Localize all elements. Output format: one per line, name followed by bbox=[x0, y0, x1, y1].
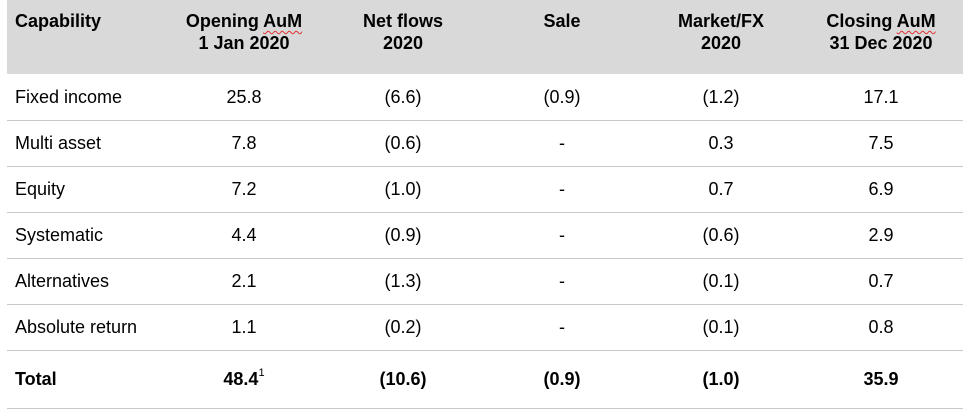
table-row: Equity 7.2 (1.0) - 0.7 6.9 bbox=[7, 167, 963, 213]
cell-net-flows: (1.3) bbox=[384, 271, 422, 291]
total-opening: 48.41 bbox=[223, 367, 265, 389]
header-net-flows: Net flows 2020 bbox=[362, 11, 443, 53]
cell-closing: 0.8 bbox=[868, 317, 894, 337]
cell-opening: 4.4 bbox=[231, 225, 257, 245]
total-sale: (0.9) bbox=[543, 369, 581, 389]
cell-sale: - bbox=[559, 179, 565, 199]
footnote-marker: 1 bbox=[258, 367, 265, 379]
cell-capability: Multi asset bbox=[15, 133, 102, 153]
header-sale: Sale bbox=[543, 11, 581, 31]
cell-capability: Fixed income bbox=[15, 86, 123, 107]
cell-sale: (0.9) bbox=[543, 86, 581, 107]
cell-closing: 17.1 bbox=[863, 86, 899, 107]
cell-net-flows: (0.9) bbox=[384, 225, 422, 245]
cell-opening: 7.2 bbox=[231, 179, 257, 199]
total-row: Total 48.41 (10.6) (0.9) (1.0) 35.9 bbox=[7, 351, 963, 409]
header-capability: Capability bbox=[15, 11, 102, 31]
total-market-fx: (1.0) bbox=[702, 369, 740, 389]
table-row: Systematic 4.4 (0.9) - (0.6) 2.9 bbox=[7, 213, 963, 259]
table-row: Absolute return 1.1 (0.2) - (0.1) 0.8 bbox=[7, 305, 963, 351]
table-row: Alternatives 2.1 (1.3) - (0.1) 0.7 bbox=[7, 259, 963, 305]
header-closing-aum: Closing AuM 31 Dec 2020 bbox=[826, 11, 936, 53]
cell-opening: 7.8 bbox=[231, 133, 257, 153]
cell-opening: 2.1 bbox=[231, 271, 257, 291]
cell-net-flows: (6.6) bbox=[384, 86, 422, 107]
total-closing: 35.9 bbox=[863, 369, 899, 389]
cell-market-fx: 0.3 bbox=[708, 133, 734, 153]
cell-net-flows: (0.6) bbox=[384, 133, 422, 153]
header-market-fx: Market/FX 2020 bbox=[677, 11, 765, 53]
cell-market-fx: 0.7 bbox=[708, 179, 734, 199]
cell-sale: - bbox=[559, 225, 565, 245]
total-net-flows: (10.6) bbox=[379, 369, 427, 389]
table-header-row: Capability Opening AuM 1 Jan 2020 Net fl… bbox=[7, 0, 963, 74]
cell-closing: 6.9 bbox=[868, 179, 894, 199]
cell-sale: - bbox=[559, 317, 565, 337]
cell-sale: - bbox=[559, 133, 565, 153]
cell-closing: 7.5 bbox=[868, 133, 894, 153]
cell-market-fx: (0.6) bbox=[702, 225, 740, 245]
cell-closing: 0.7 bbox=[868, 271, 894, 291]
aum-table: Capability Opening AuM 1 Jan 2020 Net fl… bbox=[7, 0, 963, 409]
table-row: Fixed income 25.8 (6.6) (0.9) (1.2) 17.1 bbox=[7, 74, 963, 121]
cell-net-flows: (1.0) bbox=[384, 179, 422, 199]
cell-closing: 2.9 bbox=[868, 225, 894, 245]
cell-market-fx: (0.1) bbox=[702, 317, 740, 337]
header-opening-aum: Opening AuM 1 Jan 2020 bbox=[185, 11, 303, 53]
cell-market-fx: (0.1) bbox=[702, 271, 740, 291]
table-row: Multi asset 7.8 (0.6) - 0.3 7.5 bbox=[7, 121, 963, 167]
cell-capability: Equity bbox=[15, 179, 66, 199]
cell-sale: - bbox=[559, 271, 565, 291]
cell-market-fx: (1.2) bbox=[702, 86, 740, 107]
cell-capability: Absolute return bbox=[15, 317, 138, 337]
cell-net-flows: (0.2) bbox=[384, 317, 422, 337]
total-label: Total bbox=[15, 369, 57, 389]
cell-capability: Systematic bbox=[15, 225, 104, 245]
cell-opening: 25.8 bbox=[226, 86, 262, 107]
cell-opening: 1.1 bbox=[231, 317, 257, 337]
cell-capability: Alternatives bbox=[15, 271, 110, 291]
